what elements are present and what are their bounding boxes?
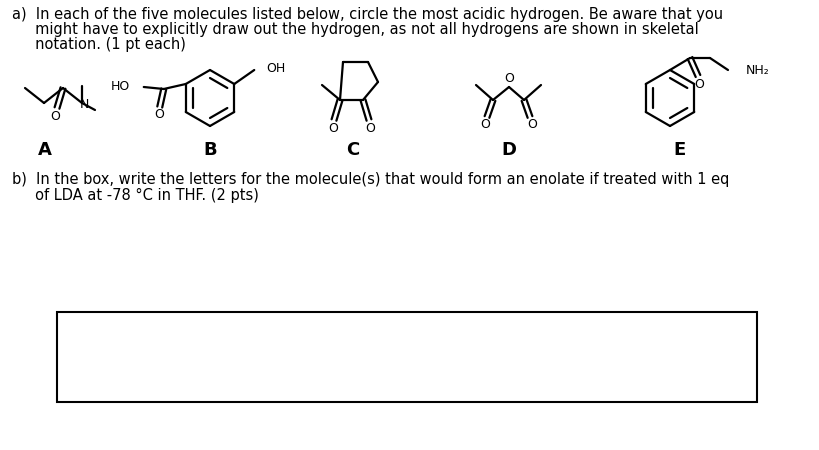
- Text: of LDA at -78 °C in THF. (2 pts): of LDA at -78 °C in THF. (2 pts): [12, 188, 259, 203]
- Text: a)  In each of the five molecules listed below, circle the most acidic hydrogen.: a) In each of the five molecules listed …: [12, 7, 722, 22]
- Text: O: O: [154, 108, 164, 122]
- Text: NH₂: NH₂: [745, 63, 769, 76]
- Text: N: N: [79, 98, 88, 111]
- Text: B: B: [203, 141, 216, 159]
- Text: might have to explicitly draw out the hydrogen, as not all hydrogens are shown i: might have to explicitly draw out the hy…: [12, 22, 698, 37]
- Text: O: O: [504, 72, 514, 85]
- Text: O: O: [527, 118, 536, 131]
- Text: A: A: [38, 141, 52, 159]
- Text: O: O: [479, 118, 489, 131]
- Text: O: O: [364, 122, 374, 135]
- Text: C: C: [346, 141, 360, 159]
- Text: HO: HO: [111, 81, 129, 94]
- Text: O: O: [50, 109, 60, 122]
- Text: D: D: [501, 141, 516, 159]
- Text: O: O: [693, 77, 703, 90]
- FancyBboxPatch shape: [57, 312, 756, 402]
- Text: E: E: [673, 141, 686, 159]
- Text: notation. (1 pt each): notation. (1 pt each): [12, 37, 186, 52]
- Text: OH: OH: [266, 62, 285, 75]
- Text: b)  In the box, write the letters for the molecule(s) that would form an enolate: b) In the box, write the letters for the…: [12, 172, 728, 187]
- Text: O: O: [328, 122, 337, 135]
